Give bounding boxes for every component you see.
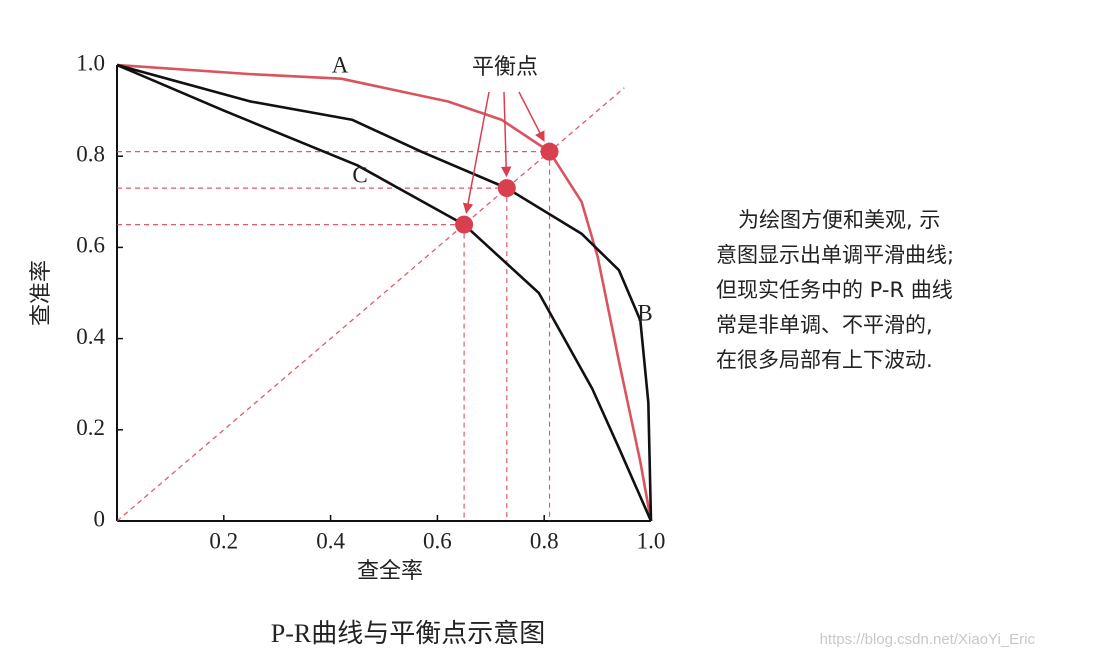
break-even-point bbox=[455, 215, 474, 234]
y-tick-label: 1.0 bbox=[76, 50, 105, 75]
diagonal bbox=[116, 87, 625, 522]
x-tick-label: 0.4 bbox=[316, 528, 345, 553]
y-tick-label: 0.2 bbox=[76, 415, 105, 440]
series-label: B bbox=[637, 300, 652, 325]
note-line: 为绘图方便和美观, 示 bbox=[738, 208, 940, 232]
x-tick-label: 0.2 bbox=[209, 528, 238, 553]
note-line: 在很多局部有上下波动. bbox=[716, 348, 933, 372]
series-line bbox=[116, 63, 653, 522]
arrow bbox=[518, 91, 545, 142]
x-tick-label: 0.6 bbox=[423, 528, 452, 553]
break-even-point bbox=[497, 179, 516, 198]
break-even-label: 平衡点 bbox=[472, 55, 538, 80]
series-label: C bbox=[352, 162, 367, 187]
y-tick-label: 0.4 bbox=[76, 324, 105, 349]
x-tick-label: 1.0 bbox=[637, 528, 666, 553]
note-line: 意图显示出单调平滑曲线; bbox=[716, 243, 954, 267]
x-tick-label: 0.8 bbox=[530, 528, 559, 553]
y-tick-label: 0.6 bbox=[76, 233, 105, 258]
y-axis-label: 查准率 bbox=[29, 260, 54, 326]
note-line: 常是非单调、不平滑的, bbox=[716, 313, 933, 337]
break-even-point bbox=[540, 142, 559, 161]
chart-title: P-R曲线与平衡点示意图 bbox=[271, 619, 545, 648]
note-line: 但现实任务中的 P-R 曲线 bbox=[716, 278, 953, 302]
y-tick-label: 0 bbox=[94, 506, 106, 531]
watermark: https://blog.csdn.net/XiaoYi_Eric bbox=[820, 631, 1036, 648]
series-label: A bbox=[332, 52, 349, 77]
arrow bbox=[500, 91, 512, 178]
y-tick-label: 0.8 bbox=[76, 141, 105, 166]
series-line bbox=[116, 63, 653, 522]
arrow bbox=[462, 91, 490, 214]
x-axis-label: 查全率 bbox=[357, 559, 423, 584]
